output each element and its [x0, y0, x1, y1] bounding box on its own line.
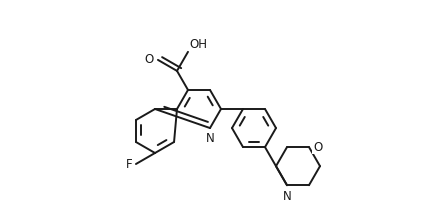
Text: N: N: [205, 132, 214, 145]
Text: F: F: [126, 158, 132, 171]
Text: OH: OH: [189, 38, 206, 51]
Text: O: O: [144, 54, 154, 66]
Text: O: O: [312, 141, 322, 154]
Text: N: N: [282, 190, 291, 203]
